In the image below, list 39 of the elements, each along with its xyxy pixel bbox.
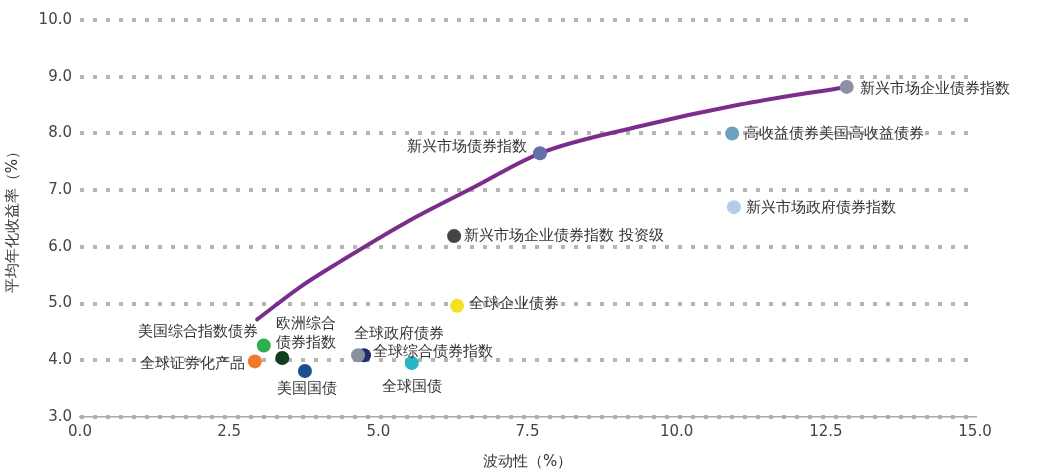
series-label: 全球政府债券 <box>354 324 445 343</box>
series-label: 欧洲综合债券指数 <box>276 313 337 351</box>
y-axis-title: 平均年化收益率（%） <box>2 143 21 294</box>
point <box>533 146 548 161</box>
y-tick-label: 5.0 <box>48 293 72 312</box>
y-tick-label: 9.0 <box>48 66 72 85</box>
point <box>450 298 465 313</box>
point <box>726 200 741 215</box>
x-axis-title: 波动性（%） <box>482 451 573 470</box>
y-tick-label: 7.0 <box>48 180 72 199</box>
series-label: 高收益债券美国高收益债券 <box>744 124 925 143</box>
series-label: 美国国债 <box>276 378 337 397</box>
y-tick-label: 8.0 <box>48 123 72 142</box>
point <box>839 79 854 94</box>
series-label: 全球企业债券 <box>469 293 560 312</box>
y-tick-label: 4.0 <box>48 350 72 369</box>
point <box>275 351 290 366</box>
point <box>297 364 312 379</box>
x-tick-label: 15.0 <box>958 421 992 440</box>
x-tick-label: 7.5 <box>515 421 540 440</box>
series-label: 全球国债 <box>381 377 442 396</box>
point <box>447 229 462 244</box>
point <box>256 338 271 353</box>
x-tick-label: 10.0 <box>659 421 694 440</box>
x-tick-label: 2.5 <box>217 421 242 440</box>
y-tick-label: 10.0 <box>38 9 72 28</box>
series-label: 新兴市场企业债券指数 投资级 <box>464 225 664 244</box>
series-label: 新兴市场债券指数 <box>407 137 528 156</box>
series-label: 美国综合指数债券 <box>137 322 258 341</box>
y-tick-label: 6.0 <box>48 236 72 255</box>
series-label: 新兴市场企业债券指数 <box>859 78 1010 97</box>
x-tick-label: 12.5 <box>809 421 843 440</box>
point <box>351 348 366 363</box>
series-label: 全球综合债券指数 <box>373 342 494 361</box>
series-label: 新兴市场政府债券指数 <box>745 198 896 217</box>
series-label: 全球证券化产品 <box>139 354 245 373</box>
point <box>725 126 740 141</box>
point <box>247 354 262 369</box>
x-tick-label: 5.0 <box>366 421 391 440</box>
